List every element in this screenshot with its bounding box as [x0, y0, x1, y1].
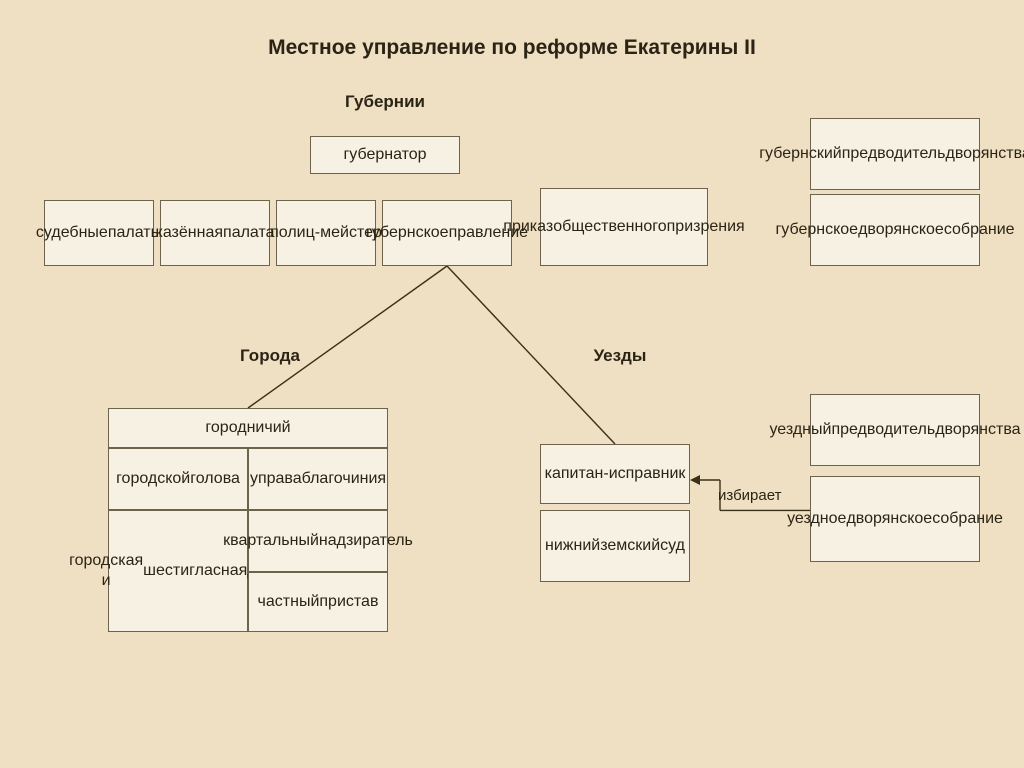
- box-prikaz: приказобщественногопризрения: [540, 188, 708, 266]
- box-kapitan: капитан-исправник: [540, 444, 690, 504]
- box-uezd-sobranie: уездноедворянскоесобрание: [810, 476, 980, 562]
- box-uprava: управаблагочиния: [248, 448, 388, 510]
- subtitle-uezdy: Уезды: [594, 346, 647, 366]
- box-gubernator: губернатор: [310, 136, 460, 174]
- box-kvart-nadz: квартальныйнадзиратель: [248, 510, 388, 572]
- box-kaz-palata: казённаяпалата: [160, 200, 270, 266]
- subtitle-gubernii: Губернии: [345, 92, 425, 112]
- box-gorodnichij: городничий: [108, 408, 388, 448]
- box-gor-dumy: городская ишестигласнаядумы: [108, 510, 248, 632]
- box-chast-pristav: частныйпристав: [248, 572, 388, 632]
- box-gor-golova: городскойголова: [108, 448, 248, 510]
- subtitle-goroda: Города: [240, 346, 300, 366]
- label-izbiraet: избирает: [718, 487, 781, 504]
- diagram-title: Местное управление по реформе Екатерины …: [268, 36, 756, 60]
- box-gub-sobranie: губернскоедворянскоесобрание: [810, 194, 980, 266]
- box-nizh-sud: нижнийземскийсуд: [540, 510, 690, 582]
- box-sud-palaty: судебныепалаты: [44, 200, 154, 266]
- box-gub-predvod: губернскийпредводительдворянства: [810, 118, 980, 190]
- box-gub-pravlenie: губернскоеправление: [382, 200, 512, 266]
- diagram-background: [0, 0, 1024, 768]
- box-policmejster: полиц-мейстер: [276, 200, 376, 266]
- box-uezd-predvod: уездныйпредводительдворянства: [810, 394, 980, 466]
